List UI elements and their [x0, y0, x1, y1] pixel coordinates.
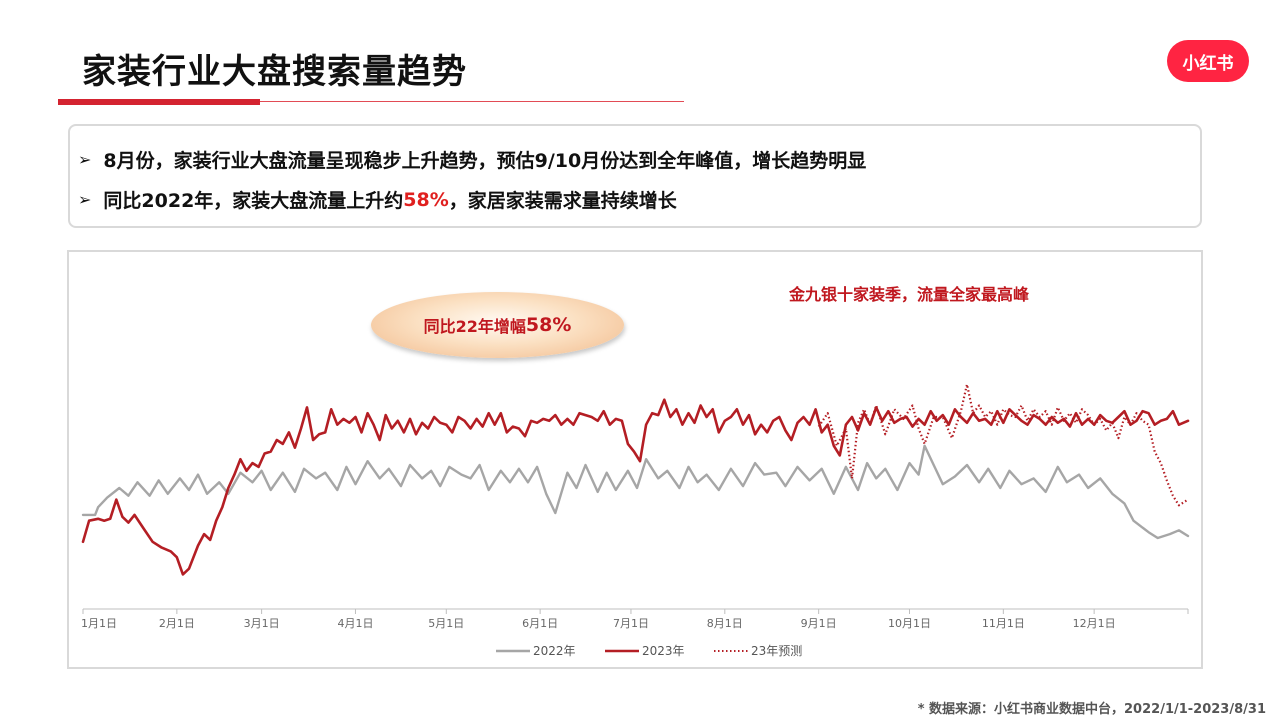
summary-box: ➢ 8月份，家装行业大盘流量呈现稳步上升趋势，预估9/10月份达到全年峰值，增长… [68, 124, 1202, 228]
title-underline-accent [58, 99, 260, 105]
x-tick-label: 2月1日 [159, 617, 195, 630]
chart-frame: 1月1日 2月1日 3月1日 4月1日 5月1日 6月1日 7月1日 8月1日 9月1日 10月1… [67, 250, 1203, 669]
x-tick-label: 11月1日 [982, 617, 1025, 630]
x-tick-label: 12月1日 [1073, 617, 1116, 630]
summary-bullet-text-before: 同比2022年，家装大盘流量上升约 [103, 190, 404, 212]
yoy-callout: 同比22年增幅 58% [371, 292, 624, 358]
data-source-note: * 数据来源：小红书商业数据中台，2022/1/1-2023/8/31 [917, 702, 1266, 717]
legend-label-2: 2023年 [642, 644, 685, 658]
x-tick-label: 5月1日 [428, 617, 464, 630]
peak-season-annotation: 金九银十家装季，流量全家最高峰 [789, 285, 1030, 304]
x-tick-label: 3月1日 [244, 617, 280, 630]
trend-chart: 1月1日 2月1日 3月1日 4月1日 5月1日 6月1日 7月1日 8月1日 9月1日 10月1… [81, 383, 1190, 658]
summary-highlight-value: 58% [403, 188, 449, 211]
x-tick-label: 1月1日 [81, 617, 117, 630]
arrow-bullet-icon: ➢ [78, 190, 92, 209]
legend-label-1: 2022年 [533, 644, 576, 658]
brand-logo: 小红书 [1167, 40, 1249, 82]
page-title: 家装行业大盘搜索量趋势 [82, 52, 467, 92]
summary-bullet-1: ➢ 8月份，家装行业大盘流量呈现稳步上升趋势，预估9/10月份达到全年峰值，增长… [78, 146, 866, 173]
x-tick-label: 10月1日 [888, 617, 931, 630]
x-tick-label: 9月1日 [801, 617, 837, 630]
x-tick-label: 6月1日 [522, 617, 558, 630]
summary-bullet-text-after: ，家居家装需求量持续增长 [448, 190, 677, 212]
x-tick-label: 4月1日 [337, 617, 373, 630]
title-underline [58, 101, 684, 102]
series-line-3 [817, 383, 1189, 507]
series-line-2 [81, 398, 1190, 576]
x-tick-label: 8月1日 [707, 617, 743, 630]
arrow-bullet-icon: ➢ [78, 150, 92, 169]
series-line-1 [81, 444, 1190, 540]
summary-bullet-2: ➢ 同比2022年，家装大盘流量上升约 58% ，家居家装需求量持续增长 [78, 186, 677, 213]
summary-bullet-text: 8月份，家装行业大盘流量呈现稳步上升趋势，预估9/10月份达到全年峰值，增长趋势… [103, 150, 867, 172]
yoy-callout-value: 58% [525, 314, 572, 336]
legend-label-3: 23年预测 [751, 644, 802, 658]
x-tick-label: 7月1日 [613, 617, 649, 630]
yoy-callout-label: 同比22年增幅 [423, 317, 526, 336]
